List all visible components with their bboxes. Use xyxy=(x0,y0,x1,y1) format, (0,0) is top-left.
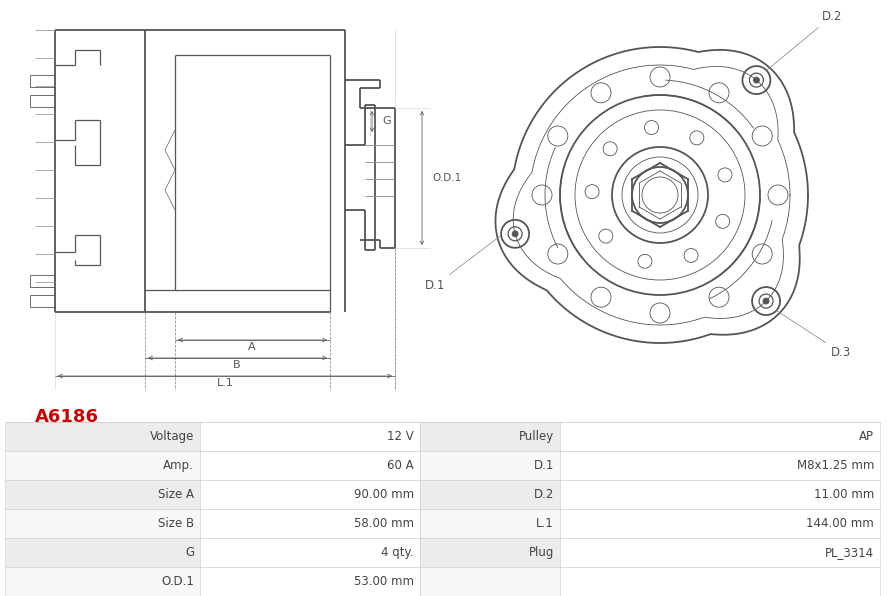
FancyBboxPatch shape xyxy=(200,451,420,480)
FancyBboxPatch shape xyxy=(420,451,560,480)
Text: 12 V: 12 V xyxy=(388,430,414,443)
Text: L.1: L.1 xyxy=(217,378,234,388)
FancyBboxPatch shape xyxy=(420,509,560,538)
Circle shape xyxy=(753,77,759,83)
Text: Size B: Size B xyxy=(158,517,194,530)
FancyBboxPatch shape xyxy=(200,422,420,451)
Text: 11.00 mm: 11.00 mm xyxy=(813,488,874,501)
FancyBboxPatch shape xyxy=(560,422,880,451)
Circle shape xyxy=(763,298,769,304)
Text: Voltage: Voltage xyxy=(149,430,194,443)
Text: D.2: D.2 xyxy=(533,488,554,501)
Text: D.2: D.2 xyxy=(766,10,842,70)
FancyBboxPatch shape xyxy=(200,567,420,596)
Text: A6186: A6186 xyxy=(35,408,99,426)
FancyBboxPatch shape xyxy=(560,509,880,538)
Text: D.3: D.3 xyxy=(776,311,852,359)
Text: AP: AP xyxy=(859,430,874,443)
Text: 53.00 mm: 53.00 mm xyxy=(354,575,414,588)
FancyBboxPatch shape xyxy=(420,567,560,596)
Text: 58.00 mm: 58.00 mm xyxy=(354,517,414,530)
Text: Amp.: Amp. xyxy=(164,459,194,472)
FancyBboxPatch shape xyxy=(420,538,560,567)
FancyBboxPatch shape xyxy=(200,509,420,538)
Text: D.1: D.1 xyxy=(533,459,554,472)
FancyBboxPatch shape xyxy=(560,480,880,509)
FancyBboxPatch shape xyxy=(560,451,880,480)
Text: O.D.1: O.D.1 xyxy=(161,575,194,588)
FancyBboxPatch shape xyxy=(560,567,880,596)
Circle shape xyxy=(512,231,518,237)
Text: G: G xyxy=(382,116,390,126)
FancyBboxPatch shape xyxy=(5,451,200,480)
Text: O.D.1: O.D.1 xyxy=(432,173,461,183)
Text: B: B xyxy=(233,360,241,370)
FancyBboxPatch shape xyxy=(5,538,200,567)
Text: 144.00 mm: 144.00 mm xyxy=(806,517,874,530)
Text: Size A: Size A xyxy=(158,488,194,501)
Text: 60 A: 60 A xyxy=(388,459,414,472)
FancyBboxPatch shape xyxy=(200,538,420,567)
FancyBboxPatch shape xyxy=(200,480,420,509)
FancyBboxPatch shape xyxy=(420,480,560,509)
FancyBboxPatch shape xyxy=(5,509,200,538)
Text: PL_3314: PL_3314 xyxy=(825,546,874,559)
Text: G: G xyxy=(185,546,194,559)
Text: Pulley: Pulley xyxy=(519,430,554,443)
Text: L.1: L.1 xyxy=(536,517,554,530)
Text: A: A xyxy=(248,342,256,352)
Text: Plug: Plug xyxy=(529,546,554,559)
Text: 90.00 mm: 90.00 mm xyxy=(354,488,414,501)
FancyBboxPatch shape xyxy=(5,567,200,596)
FancyBboxPatch shape xyxy=(5,480,200,509)
Text: D.1: D.1 xyxy=(425,235,501,292)
FancyBboxPatch shape xyxy=(5,422,200,451)
Text: M8x1.25 mm: M8x1.25 mm xyxy=(797,459,874,472)
FancyBboxPatch shape xyxy=(420,422,560,451)
Text: 4 qty.: 4 qty. xyxy=(381,546,414,559)
FancyBboxPatch shape xyxy=(560,538,880,567)
